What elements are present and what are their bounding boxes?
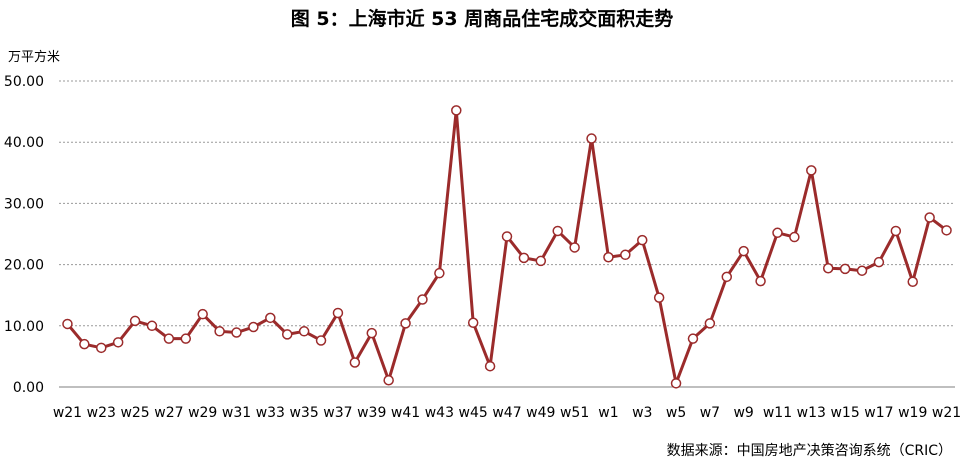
data-point	[501, 231, 513, 242]
data-point	[400, 318, 411, 329]
data-point	[569, 242, 580, 253]
y-tick-label: 0.00	[13, 380, 44, 396]
data-point	[62, 318, 73, 330]
x-tick-label: w47	[492, 405, 521, 421]
data-point	[163, 333, 175, 344]
data-point	[366, 327, 378, 339]
x-tick-label: w13	[797, 405, 826, 421]
y-tick-label: 40.00	[4, 135, 44, 151]
x-tick-label: w9	[733, 405, 753, 421]
x-tick-label: w21	[53, 405, 82, 421]
data-point	[298, 326, 310, 337]
data-point	[146, 320, 158, 332]
x-tick-label: w7	[700, 405, 720, 421]
x-tick-label: w1	[598, 405, 618, 421]
data-point	[636, 234, 648, 246]
data-point	[484, 360, 496, 372]
x-tick-label: w19	[898, 405, 927, 421]
chart-title: 图 5：上海市近 53 周商品住宅成交面积走势	[290, 8, 674, 30]
data-point	[890, 225, 902, 237]
y-tick-label: 20.00	[4, 258, 44, 274]
y-axis-label: 万平方米	[8, 50, 61, 65]
data-point	[924, 212, 935, 223]
data-point	[214, 326, 225, 337]
data-point	[79, 338, 90, 350]
data-point	[620, 249, 631, 261]
data-point	[281, 329, 293, 340]
x-tick-label: w37	[323, 405, 352, 421]
x-tick-label: w15	[830, 405, 859, 421]
data-point	[670, 378, 682, 389]
x-tick-label: w21	[932, 405, 961, 421]
x-tick-label: w35	[289, 405, 318, 421]
x-tick-label: w11	[763, 405, 792, 421]
data-point	[535, 255, 547, 267]
series-line	[66, 108, 948, 385]
y-axis-ticks: 0.00 10.00 20.00 30.00 40.00 50.00	[4, 74, 44, 396]
x-tick-label: w33	[256, 405, 285, 421]
data-point	[806, 165, 817, 176]
x-tick-label: w49	[526, 405, 555, 421]
data-point	[721, 271, 733, 283]
data-point	[738, 245, 749, 257]
x-tick-label: w27	[154, 405, 183, 421]
data-point	[383, 375, 394, 386]
data-point	[822, 263, 834, 274]
data-point	[112, 337, 124, 348]
data-point	[552, 225, 563, 237]
data-point	[789, 231, 800, 243]
x-tick-label: w41	[391, 405, 420, 421]
data-point	[451, 105, 462, 116]
x-axis-ticks: w21 w23 w25 w27 w29 w31 w33 w35 w37 w39 w41 w43 w45 w…	[53, 405, 961, 421]
data-point	[265, 312, 276, 324]
data-points	[62, 105, 952, 389]
x-tick-label: w43	[425, 405, 454, 421]
data-point	[197, 308, 208, 320]
data-point	[315, 335, 327, 346]
data-point	[856, 265, 868, 276]
data-point	[231, 327, 242, 338]
x-tick-label: w5	[666, 405, 686, 421]
source-note: 数据来源：中国房地产决策咨询系统（CRIC）	[666, 443, 952, 459]
x-tick-label: w3	[632, 405, 652, 421]
data-point	[96, 342, 107, 354]
x-tick-label: w25	[120, 405, 149, 421]
y-tick-label: 50.00	[4, 74, 44, 90]
x-tick-label: w29	[188, 405, 217, 421]
data-point	[129, 315, 141, 327]
data-point	[873, 256, 885, 268]
y-tick-label: 30.00	[4, 196, 44, 212]
data-point	[941, 225, 952, 236]
y-tick-label: 10.00	[4, 319, 44, 335]
data-point	[603, 252, 614, 263]
data-point	[518, 252, 530, 264]
data-point	[907, 276, 918, 287]
data-point	[653, 292, 665, 303]
data-point	[417, 294, 428, 305]
x-tick-label: w39	[357, 405, 386, 421]
data-point	[180, 333, 192, 344]
data-point	[704, 318, 716, 329]
data-point	[248, 321, 259, 333]
data-point	[687, 333, 699, 344]
data-point	[434, 267, 445, 279]
x-tick-label: w31	[222, 405, 251, 421]
gridlines	[59, 80, 955, 388]
data-point	[586, 133, 597, 144]
x-tick-label: w45	[459, 405, 488, 421]
data-point	[332, 307, 344, 319]
x-tick-label: w17	[864, 405, 893, 421]
data-point	[755, 275, 766, 287]
x-tick-label: w51	[560, 405, 589, 421]
data-point	[772, 227, 783, 239]
x-tick-label: w23	[87, 405, 116, 421]
data-point	[349, 357, 361, 368]
data-point	[839, 263, 851, 275]
data-point	[467, 317, 479, 328]
